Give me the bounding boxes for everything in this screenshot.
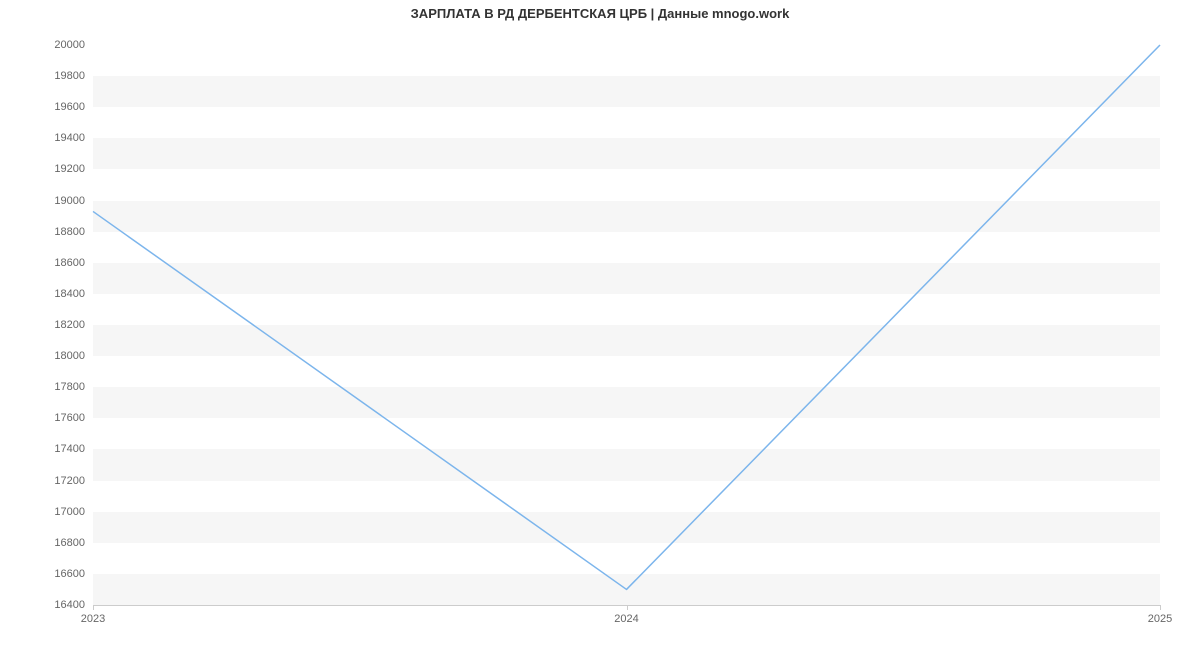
series-line-salary [93, 45, 1160, 589]
y-tick-label: 19400 [54, 132, 85, 144]
y-tick-label: 17600 [54, 412, 85, 424]
series-svg [93, 45, 1160, 605]
x-tick-label: 2024 [614, 613, 638, 625]
y-tick-label: 18600 [54, 257, 85, 269]
y-tick-label: 17800 [54, 381, 85, 393]
y-tick-label: 17000 [54, 506, 85, 518]
y-tick-label: 20000 [54, 39, 85, 51]
plot-area: 1640016600168001700017200174001760017800… [93, 45, 1160, 605]
salary-line-chart: ЗАРПЛАТА В РД ДЕРБЕНТСКАЯ ЦРБ | Данные m… [0, 0, 1200, 650]
y-tick-label: 18000 [54, 350, 85, 362]
y-tick-label: 19800 [54, 70, 85, 82]
y-tick-label: 16400 [54, 599, 85, 611]
y-tick-label: 18800 [54, 226, 85, 238]
x-tick-label: 2025 [1148, 613, 1172, 625]
y-tick-label: 16800 [54, 537, 85, 549]
y-tick-label: 18200 [54, 319, 85, 331]
chart-title: ЗАРПЛАТА В РД ДЕРБЕНТСКАЯ ЦРБ | Данные m… [0, 6, 1200, 21]
y-tick-label: 18400 [54, 288, 85, 300]
y-tick-label: 19600 [54, 101, 85, 113]
y-tick-label: 17200 [54, 475, 85, 487]
x-tick-mark [627, 605, 628, 610]
x-tick-mark [93, 605, 94, 610]
y-tick-label: 19000 [54, 195, 85, 207]
y-tick-label: 16600 [54, 568, 85, 580]
x-tick-mark [1160, 605, 1161, 610]
y-tick-label: 17400 [54, 443, 85, 455]
x-tick-label: 2023 [81, 613, 105, 625]
y-tick-label: 19200 [54, 163, 85, 175]
